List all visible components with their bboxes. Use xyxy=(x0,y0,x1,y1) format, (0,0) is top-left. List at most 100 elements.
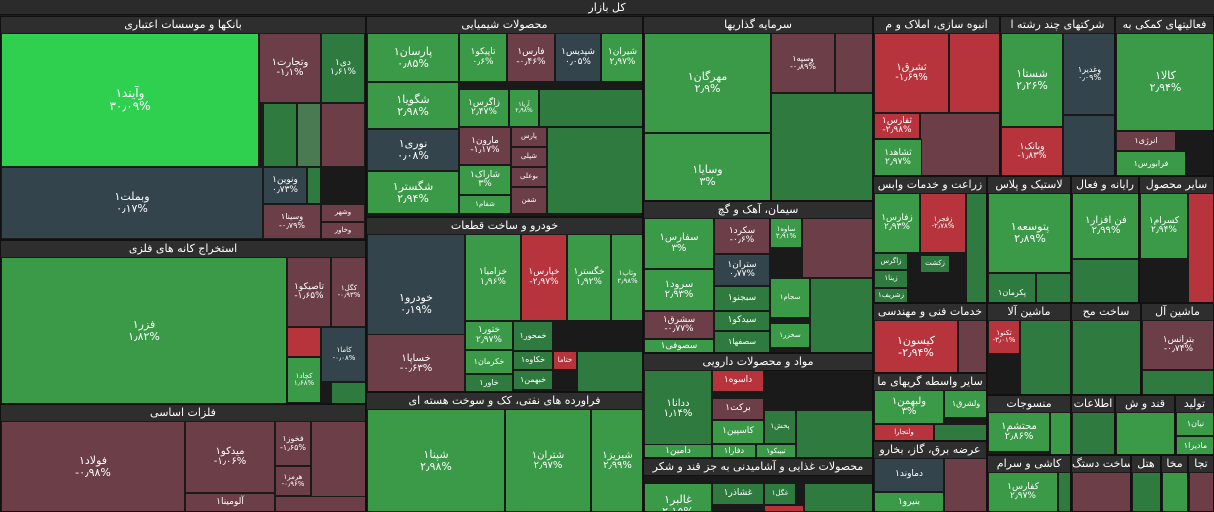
sector-title[interactable]: خدمات فنی و مهندسی xyxy=(874,304,986,321)
sector-title[interactable]: سیمان، آهک و گچ xyxy=(644,202,872,219)
stock-tile[interactable]: ساوه۱ ۲٫۹۱% xyxy=(770,218,802,248)
stock-tile[interactable]: کاما۱ -۰٫۰۸% xyxy=(321,327,365,382)
stock-tile[interactable]: دماوند۱ xyxy=(874,458,944,492)
stock-tile[interactable]: انرژی۱ xyxy=(1116,131,1176,151)
stock-tile[interactable]: پخش۱ xyxy=(764,410,796,444)
sector-title[interactable]: انبوه سازی، املاک و م xyxy=(874,17,999,34)
sector-title[interactable]: استخراج کانه های فلزی xyxy=(1,241,365,258)
sector-title[interactable]: مواد و محصولات دارویی xyxy=(644,354,872,371)
stock-tile[interactable]: سبجنو۱ xyxy=(714,286,770,311)
filler-tile[interactable] xyxy=(949,33,999,113)
filler-tile[interactable] xyxy=(1132,472,1160,511)
stock-tile[interactable]: زاگرس xyxy=(874,253,908,270)
stock-tile[interactable]: سجام۱ xyxy=(770,278,810,318)
stock-tile[interactable]: محتشم۱ ۲٫۸۶% xyxy=(988,412,1050,452)
stock-tile[interactable]: سرود۱ ۲٫۹۳% xyxy=(644,269,714,311)
stock-tile[interactable]: کاسپین۱ xyxy=(712,420,764,444)
stock-tile[interactable]: میدکو۱ -۱٫۰۶% xyxy=(185,421,275,493)
stock-tile[interactable]: شتران۱ ۲٫۹۷% xyxy=(505,409,591,511)
filler-tile[interactable] xyxy=(1188,193,1213,302)
stock-tile[interactable]: تکنو۱ -۳٫۰۱% xyxy=(988,320,1020,354)
stock-tile[interactable]: کفارس۱ ۲٫۹۷% xyxy=(988,472,1058,511)
filler-tile[interactable] xyxy=(1072,259,1138,302)
stock-tile[interactable]: وبانک۱ -۱٫۸۳% xyxy=(1001,127,1063,175)
stock-tile[interactable]: خکاوه۱ xyxy=(513,351,553,370)
filler-tile[interactable] xyxy=(771,93,872,200)
filler-tile[interactable] xyxy=(958,320,986,372)
sector-title[interactable]: ساخت مح xyxy=(1072,304,1140,321)
stock-tile[interactable]: مهرگان۱ ۲٫۹% xyxy=(644,33,771,133)
stock-tile[interactable]: خوساز۱ xyxy=(513,390,553,391)
sector-title[interactable]: زراعت و خدمات وابس xyxy=(874,177,986,194)
stock-tile[interactable]: سخزر۱ xyxy=(770,323,810,348)
sector-title[interactable]: تجا xyxy=(1189,456,1213,473)
stock-tile[interactable]: زاگرس۱ ۲٫۴۷% xyxy=(459,89,509,127)
stock-tile[interactable]: پکرمان۱ xyxy=(988,273,1036,302)
sector-title[interactable]: مخا xyxy=(1162,456,1187,473)
stock-tile[interactable]: سفارس۱ ۳% xyxy=(644,218,714,269)
stock-tile[interactable]: خزامیا۱ ۱٫۹۶% xyxy=(465,234,521,321)
filler-tile[interactable] xyxy=(331,382,365,403)
sector-title[interactable]: شرکتهای چند رشته ا xyxy=(1001,17,1114,34)
stock-tile[interactable]: غبونه۱ xyxy=(764,505,804,511)
stock-tile[interactable]: فزر۱ ۱٫۸۲% xyxy=(1,257,287,403)
filler-tile[interactable] xyxy=(287,327,321,357)
stock-tile[interactable]: برکت۱ xyxy=(712,398,764,420)
filler-tile[interactable] xyxy=(1036,273,1070,302)
stock-tile[interactable]: فن افزار۱ ۲٫۹۹% xyxy=(1072,193,1138,259)
sector-title[interactable]: لاستیک و پلاس xyxy=(988,177,1070,194)
filler-tile[interactable] xyxy=(297,103,321,167)
stock-tile[interactable]: دی۱ ۱٫۶۱% xyxy=(321,33,365,103)
stock-tile[interactable]: خاور۱ xyxy=(465,374,513,391)
stock-tile[interactable]: خکرمان۱ xyxy=(465,350,513,374)
stock-tile[interactable]: آلومینا۱ xyxy=(185,493,275,511)
stock-tile[interactable]: ثفارس۱ -۲٫۹۸% xyxy=(874,113,920,139)
filler-tile[interactable] xyxy=(835,33,872,93)
sector-title[interactable]: تولید xyxy=(1176,396,1213,413)
sector-title[interactable]: عرضه برق، گاز، بخارو xyxy=(874,442,986,459)
stock-tile[interactable]: کگل۱ -۰٫۹۳% xyxy=(331,257,365,327)
filler-tile[interactable] xyxy=(1072,412,1114,454)
filler-tile[interactable] xyxy=(966,193,986,302)
stock-tile[interactable]: شپلی xyxy=(511,147,547,167)
stock-tile[interactable]: فخوز۱ -۱٫۶۵% xyxy=(275,421,311,466)
stock-tile[interactable]: غالبر۱۲٫۱۵% xyxy=(644,483,712,511)
filler-tile[interactable] xyxy=(321,103,365,167)
filler-tile[interactable] xyxy=(547,127,642,214)
stock-tile[interactable]: پارسان۱ ۰٫۸۵% xyxy=(367,33,459,82)
filler-tile[interactable] xyxy=(1072,320,1140,394)
filler-tile[interactable] xyxy=(802,218,872,278)
stock-tile[interactable]: زشریف۱ xyxy=(874,288,908,302)
stock-tile[interactable]: وخاور xyxy=(321,222,365,239)
stock-tile[interactable]: شپدیس۱ ۰٫۰۵% xyxy=(555,33,601,82)
stock-tile[interactable]: بنیرو۱ xyxy=(874,492,944,511)
sector-title[interactable]: سایر محصول xyxy=(1140,177,1213,194)
stock-tile[interactable]: ولبهمن۱ ۳% xyxy=(874,390,944,424)
stock-tile[interactable]: سکرد۱ -۰٫۶% xyxy=(714,218,770,254)
stock-tile[interactable]: داسوه۱ xyxy=(712,370,764,392)
stock-tile[interactable]: کچاد۱ ۱٫۶۸% xyxy=(287,357,321,403)
filler-tile[interactable] xyxy=(1063,115,1114,175)
stock-tile[interactable]: سیدکو۱ xyxy=(714,311,770,331)
stock-tile[interactable]: سصفها۱ xyxy=(714,331,770,352)
stock-tile[interactable]: زکشت xyxy=(920,255,950,273)
sector-title[interactable]: خودرو و ساخت قطعات xyxy=(367,218,642,235)
stock-tile[interactable]: شگستر۱ ۲٫۹۴% xyxy=(367,171,459,214)
stock-tile[interactable]: کیسون۱ -۲٫۹۴% xyxy=(874,320,958,372)
stock-tile[interactable]: خپارس۱ -۲٫۹۷% xyxy=(521,234,567,321)
sector-title[interactable]: محصولات شیمیایی xyxy=(367,17,642,34)
stock-tile[interactable]: خمحور۱ xyxy=(513,321,553,351)
filler-tile[interactable] xyxy=(577,351,642,391)
stock-tile[interactable]: زفارس۱ ۲٫۹۳% xyxy=(874,193,920,253)
stock-tile[interactable]: ختاما xyxy=(553,351,577,370)
stock-tile[interactable]: شستا۱ ۲٫۲۶% xyxy=(1001,33,1063,127)
filler-tile[interactable] xyxy=(804,483,872,511)
stock-tile[interactable]: شبریز۱ ۲٫۹۹% xyxy=(591,409,642,511)
stock-tile[interactable]: غشاذر۱ xyxy=(712,483,764,505)
stock-tile[interactable]: خگستر۱ ۱٫۹۲% xyxy=(567,234,611,321)
stock-tile[interactable]: مارون۱ -۱٫۱۷% xyxy=(459,127,511,165)
sector-title[interactable]: سرمایه گذاریها xyxy=(644,17,872,34)
stock-tile[interactable]: ختور۱ ۲٫۹۷% xyxy=(465,321,513,350)
stock-tile[interactable]: وسپه۱ -۰٫۸۹% xyxy=(771,33,835,93)
filler-tile[interactable] xyxy=(944,458,986,511)
